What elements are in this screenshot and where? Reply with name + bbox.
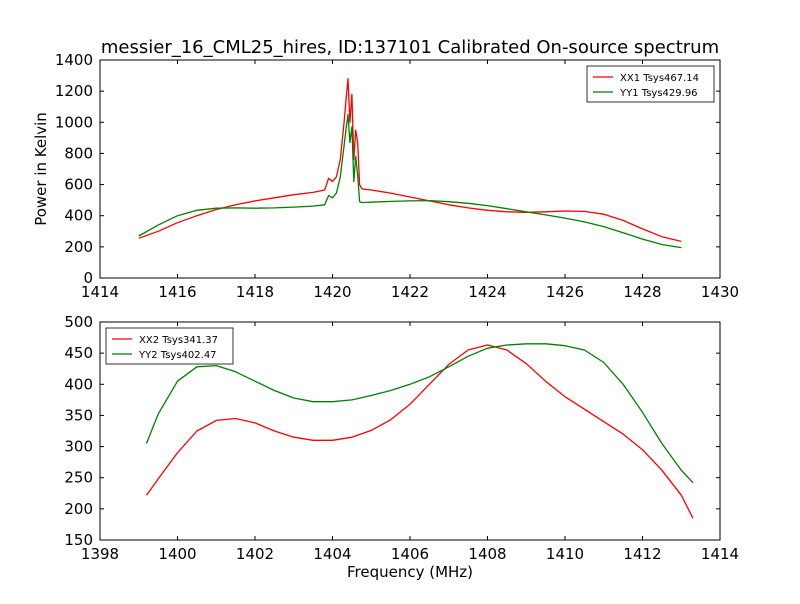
- x-tick-label: 1422: [391, 283, 429, 301]
- y-tick-label: 1200: [55, 82, 93, 100]
- x-tick-label: 1424: [468, 283, 506, 301]
- legend-box: [105, 327, 234, 365]
- y-tick-label: 350: [64, 406, 93, 424]
- x-tick-label: 1404: [313, 545, 351, 563]
- x-tick-label: 1414: [701, 545, 739, 563]
- legend-label-1: XX2 Tsys341.37: [139, 335, 218, 346]
- x-tick-label: 1430: [701, 283, 739, 301]
- y-tick-label: 800: [64, 144, 93, 162]
- y-tick-label: 400: [64, 207, 93, 225]
- x-tick-label: 1400: [158, 545, 196, 563]
- y-tick-label: 150: [64, 531, 93, 549]
- x-tick-label: 1412: [623, 545, 661, 563]
- y-tick-label: 200: [64, 238, 93, 256]
- x-tick-label: 1418: [236, 283, 274, 301]
- x-tick-label: 1428: [623, 283, 661, 301]
- x-tick-label: 1414: [81, 283, 119, 301]
- legend-label-1: XX1 Tsys467.14: [620, 73, 699, 84]
- y-tick-label: 250: [64, 469, 93, 487]
- y-tick-label: 300: [64, 438, 93, 456]
- x-tick-label: 1398: [81, 545, 119, 563]
- x-tick-label: 1406: [391, 545, 429, 563]
- y-axis-label: Power in Kelvin: [32, 112, 50, 226]
- chart-title: messier_16_CML25_hires, ID:137101 Calibr…: [101, 37, 719, 58]
- x-axis-label: Frequency (MHz): [347, 563, 473, 581]
- legend-label-2: YY1 Tsys429.96: [619, 88, 698, 99]
- x-tick-label: 1416: [158, 283, 196, 301]
- series-line-1: [138, 78, 682, 243]
- x-tick-label: 1408: [468, 545, 506, 563]
- y-tick-label: 400: [64, 375, 93, 393]
- series-line-2: [145, 343, 694, 484]
- y-tick-label: 0: [83, 269, 93, 287]
- series-line-2: [138, 113, 682, 249]
- legend-box: [586, 65, 715, 103]
- legend-label-2: YY2 Tsys402.47: [138, 350, 217, 361]
- y-tick-label: 600: [64, 176, 93, 194]
- x-tick-label: 1410: [546, 545, 584, 563]
- x-tick-label: 1426: [546, 283, 584, 301]
- series-line-1: [145, 344, 694, 519]
- x-tick-label: 1420: [313, 283, 351, 301]
- x-tick-label: 1402: [236, 545, 274, 563]
- bottom-panel: 1398 1400 1402 1404 1406 1408 1410 1412 1414 150 2…: [64, 313, 739, 581]
- y-tick-label: 450: [64, 344, 93, 362]
- y-tick-label: 500: [64, 313, 93, 331]
- y-tick-label: 1000: [55, 113, 93, 131]
- top-panel: 1414 1416 1418 1420 1422 1424 1426 1428 1430 0 200…: [32, 51, 739, 301]
- y-tick-label: 1400: [55, 51, 93, 69]
- y-tick-label: 200: [64, 500, 93, 518]
